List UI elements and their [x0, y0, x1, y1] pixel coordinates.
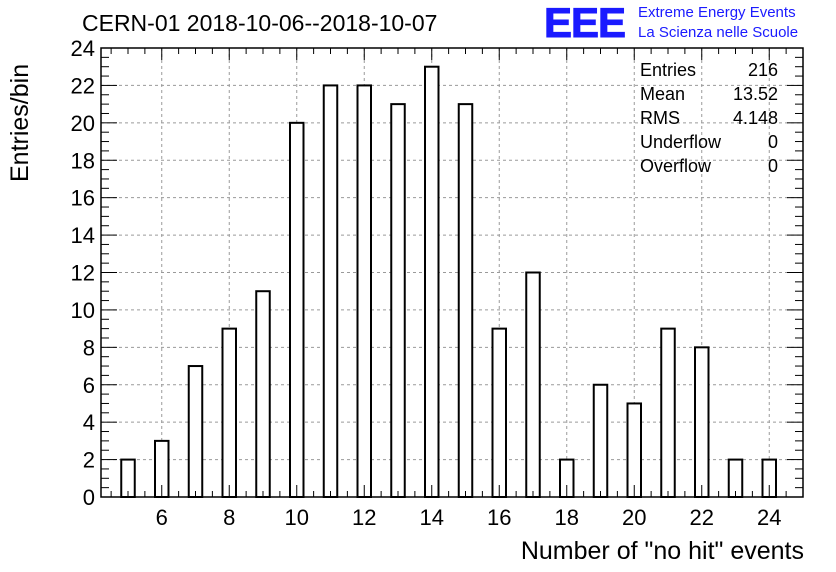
- histogram-bar: [424, 65, 440, 498]
- y-tick-label: 0: [83, 485, 95, 510]
- histogram-bar: [390, 103, 406, 498]
- x-tick-label: 22: [690, 505, 714, 530]
- histogram-bar: [322, 84, 339, 499]
- histogram-bar: [457, 103, 474, 498]
- stats-label: RMS: [640, 108, 680, 128]
- stats-row: Underflow 0: [640, 130, 778, 154]
- stats-value: 216: [747, 60, 778, 80]
- stats-row: Overflow 0: [640, 154, 778, 178]
- logo-text-line2: La Scienza nelle Scuole: [638, 24, 799, 41]
- histogram-bar: [289, 121, 305, 498]
- histogram-bar: [255, 290, 271, 499]
- logo-text-line1: Extreme Energy Events: [638, 4, 796, 21]
- x-axis-label: Number of "no hit" events: [520, 537, 804, 565]
- stats-row: Entries 216: [640, 58, 778, 82]
- y-tick-label: 10: [71, 298, 95, 323]
- histogram-bar: [592, 383, 609, 498]
- x-tick-label: 12: [352, 505, 376, 530]
- y-tick-label: 2: [83, 448, 95, 473]
- stats-row: RMS 4.148: [640, 106, 778, 130]
- y-tick-label: 8: [83, 335, 95, 360]
- histogram-bar: [525, 271, 541, 498]
- histogram-bar: [660, 327, 676, 498]
- stats-row: Mean 13.52: [640, 82, 778, 106]
- chart-title: CERN-01 2018-10-06--2018-10-07: [82, 10, 438, 36]
- x-tick-label: 24: [757, 505, 781, 530]
- stats-label: Overflow: [640, 156, 712, 176]
- histogram-bar: [694, 346, 710, 499]
- stats-label: Underflow: [640, 132, 722, 152]
- y-tick-label: 14: [71, 223, 95, 248]
- y-tick-label: 22: [71, 73, 95, 98]
- y-tick-label: 6: [83, 373, 95, 398]
- histogram-bar: [187, 365, 204, 498]
- y-tick-label: 4: [83, 410, 95, 435]
- x-tick-label: 14: [420, 505, 444, 530]
- y-tick-label: 18: [71, 148, 95, 173]
- x-tick-label: 20: [622, 505, 646, 530]
- histogram-bar: [221, 327, 237, 498]
- stats-label: Mean: [640, 84, 686, 104]
- histogram-bar: [491, 327, 507, 498]
- stats-value: 13.52: [732, 84, 778, 104]
- histogram-bar: [356, 84, 372, 499]
- y-tick-label: 20: [71, 111, 95, 136]
- eee-logo: EEE Extreme Energy Events La Scienza nel…: [543, 0, 834, 46]
- x-tick-label: 6: [156, 505, 168, 530]
- x-tick-label: 8: [223, 505, 235, 530]
- x-tick-label: 10: [285, 505, 309, 530]
- y-tick-label: 12: [71, 261, 95, 286]
- tick-marks: [101, 47, 804, 498]
- stats-value: 0: [767, 156, 778, 176]
- x-tick-label: 18: [555, 505, 579, 530]
- stats-label: Entries: [640, 60, 697, 80]
- grid-lines: [101, 48, 803, 497]
- y-tick-label: 24: [71, 36, 95, 61]
- histogram-bar: [626, 402, 642, 499]
- stats-value: 0: [767, 132, 778, 152]
- y-tick-label: 16: [71, 186, 95, 211]
- y-axis-label: Entries/bin: [6, 63, 34, 182]
- eee-logo-mark: EEE: [543, 0, 626, 46]
- x-tick-label: 16: [487, 505, 511, 530]
- stats-box: Entries 216 Mean 13.52 RMS 4.148 Underfl…: [640, 58, 778, 178]
- stats-value: 4.148: [732, 108, 778, 128]
